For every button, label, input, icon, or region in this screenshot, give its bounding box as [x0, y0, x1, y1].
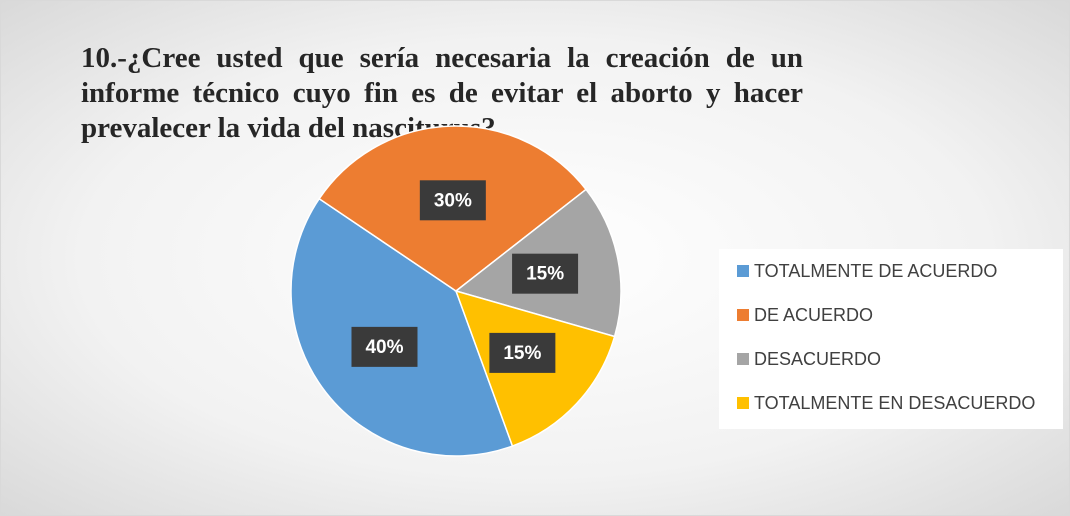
data-label-box: [351, 326, 418, 367]
data-label: 40%: [365, 337, 403, 358]
legend-label: DESACUERDO: [754, 349, 881, 369]
data-label-box: [512, 253, 579, 294]
data-label: 15%: [526, 264, 564, 285]
legend-label: TOTALMENTE DE ACUERDO: [754, 261, 997, 281]
legend-label: TOTALMENTE EN DESACUERDO: [754, 393, 1035, 413]
data-label: 15%: [503, 343, 541, 364]
legend-label: DE ACUERDO: [754, 305, 873, 325]
data-label-box: [489, 332, 556, 373]
legend-swatch: [737, 397, 749, 409]
data-label-box: [419, 180, 486, 221]
data-label: 30%: [434, 190, 472, 211]
legend-swatch: [737, 309, 749, 321]
legend-box: [719, 249, 1063, 429]
legend-swatch: [737, 265, 749, 277]
legend-swatch: [737, 353, 749, 365]
